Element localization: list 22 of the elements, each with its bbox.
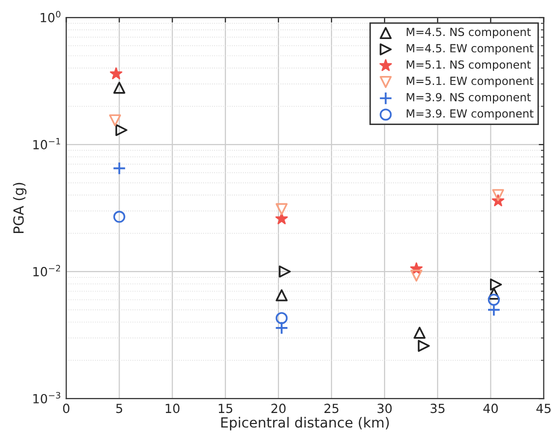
x-tick-label: 25 [324, 404, 338, 414]
x-tick-label: 40 [483, 404, 498, 414]
x-tick-label: 30 [378, 404, 392, 414]
legend-label: M=4.5. EW component [406, 44, 534, 55]
x-axis-title: Epicentral distance (km) [221, 416, 389, 430]
x-tick-label: 45 [536, 404, 551, 414]
x-tick-label: 10 [166, 404, 180, 414]
legend-label: M=3.9. EW component [406, 109, 534, 120]
x-tick-label: 15 [218, 404, 232, 414]
y-axis-title: PGA (g) [13, 182, 26, 234]
x-tick-label: 20 [271, 404, 286, 414]
x-tick-label: 0 [63, 404, 70, 414]
legend-label: M=5.1. EW component [406, 76, 534, 88]
legend-label: M=3.9. NS component [406, 92, 531, 104]
legend-label: M=5.1. NS component [406, 60, 531, 71]
y-tick-label: 10$^{−1}$ [33, 138, 60, 150]
y-tick-label: 10$^{−3}$ [33, 392, 60, 404]
y-tick-label: 10$^{0}$ [40, 10, 60, 22]
x-tick-label: 5 [116, 404, 122, 414]
y-tick-label: 10$^{−2}$ [33, 264, 60, 276]
x-tick-label: 35 [430, 404, 444, 414]
legend-label: M=4.5. NS component [406, 28, 531, 38]
